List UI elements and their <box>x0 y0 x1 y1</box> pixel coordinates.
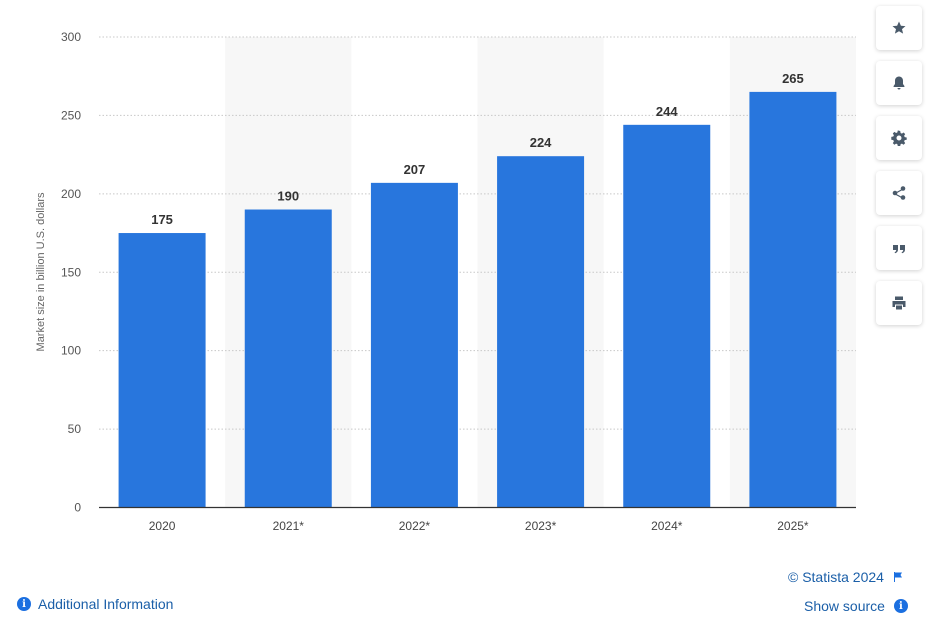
bar[interactable] <box>749 91 837 508</box>
data-label: 207 <box>404 162 426 177</box>
star-icon <box>892 21 906 34</box>
gear-icon <box>891 130 907 146</box>
bar[interactable] <box>244 209 332 508</box>
y-tick-label: 0 <box>74 501 81 515</box>
show-source-label: Show source <box>804 598 885 614</box>
print-icon <box>892 296 906 310</box>
x-tick-label: 2024* <box>651 519 683 533</box>
show-source-link[interactable]: Show source i <box>804 598 908 614</box>
notification-button[interactable] <box>876 61 922 105</box>
info-icon: i <box>17 597 31 611</box>
data-label: 265 <box>782 71 804 86</box>
y-tick-label: 100 <box>61 344 81 358</box>
flag-icon <box>893 572 902 582</box>
settings-button[interactable] <box>876 116 922 160</box>
data-label: 190 <box>277 189 299 204</box>
data-label: 224 <box>530 135 552 150</box>
cite-button[interactable] <box>876 226 922 270</box>
x-tick-label: 2022* <box>399 519 431 533</box>
x-tick-label: 2020 <box>149 519 176 533</box>
bar[interactable] <box>623 124 711 508</box>
y-tick-label: 50 <box>68 422 82 436</box>
favorite-button[interactable] <box>876 6 922 50</box>
quote-icon <box>893 245 905 254</box>
y-tick-label: 150 <box>61 265 81 279</box>
data-label: 175 <box>151 212 173 227</box>
bar[interactable] <box>370 182 458 508</box>
y-tick-label: 200 <box>61 187 81 201</box>
x-tick-label: 2023* <box>525 519 557 533</box>
bar-chart: 175 190 207 224 244 265 0 50 100 150 200 250 300 20… <box>35 30 856 533</box>
print-button[interactable] <box>876 281 922 325</box>
statista-credit[interactable]: © Statista 2024 <box>788 569 904 585</box>
data-label: 244 <box>656 104 678 119</box>
share-icon <box>892 186 906 200</box>
bell-icon <box>893 76 905 90</box>
x-tick-label: 2021* <box>273 519 305 533</box>
y-axis-label: Market size in billion U.S. dollars <box>35 192 47 351</box>
additional-info-link[interactable]: i Additional Information <box>17 596 173 612</box>
info-icon: i <box>893 599 908 613</box>
bar[interactable] <box>497 156 585 508</box>
x-tick-label: 2025* <box>777 519 809 533</box>
copyright-text: © Statista 2024 <box>788 569 884 585</box>
bar[interactable] <box>118 233 206 508</box>
y-tick-label: 250 <box>61 108 81 122</box>
additional-info-label: Additional Information <box>38 596 174 612</box>
share-button[interactable] <box>876 171 922 215</box>
y-tick-label: 300 <box>61 30 81 44</box>
